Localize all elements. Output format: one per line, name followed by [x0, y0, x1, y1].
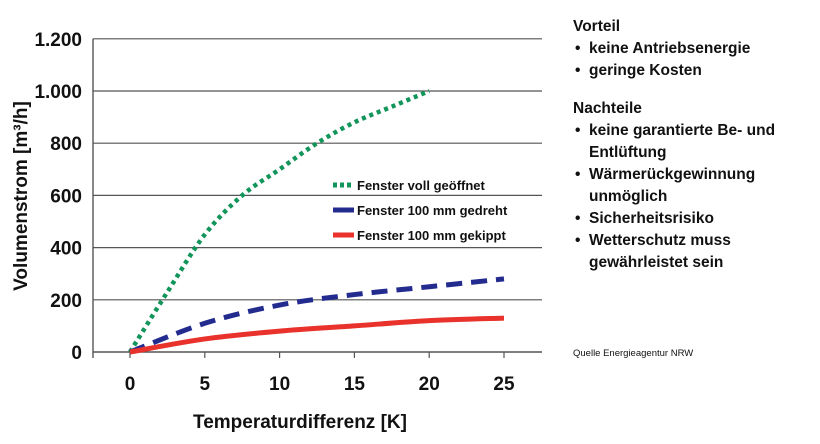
y-tick-label: 600 [50, 186, 82, 207]
y-tick-label: 800 [50, 134, 82, 155]
legend-label: Fenster 100 mm gekippt [357, 228, 506, 243]
list-item: Sicherheitsrisiko [573, 208, 818, 230]
x-tick-label: 20 [419, 374, 440, 395]
x-tick-label: 25 [493, 374, 515, 395]
x-axis-label: Temperaturdifferenz [K] [193, 412, 407, 433]
nachteile-list: keine garantierte Be- und Entlüftung Wär… [573, 120, 818, 274]
source-note: Quelle Energieagentur NRW [573, 348, 694, 359]
legend-label: Fenster 100 mm gedreht [357, 203, 508, 218]
y-tick-label: 1.000 [34, 82, 82, 103]
list-item: keine Antriebsenergie [573, 38, 818, 60]
list-item: geringe Kosten [573, 60, 818, 82]
y-axis-label: Volumenstrom [m³/h] [11, 101, 32, 291]
x-tick-label: 5 [200, 374, 211, 395]
list-item: keine garantierte Be- und Entlüftung [573, 120, 818, 164]
y-tick-label: 0 [71, 343, 82, 364]
series-line-0 [128, 88, 431, 354]
series-line-2 [129, 315, 505, 355]
series-line-1 [129, 276, 505, 355]
vorteile-list: keine Antriebsenergie geringe Kosten [573, 38, 818, 82]
y-tick-label: 1.200 [34, 30, 82, 51]
x-tick-label: 10 [269, 374, 290, 395]
vorteil-heading: Vorteil [573, 18, 621, 35]
x-tick-label: 15 [344, 374, 366, 395]
list-item: Wärmerückgewinnung unmöglich [573, 164, 818, 208]
y-tick-label: 200 [50, 291, 82, 312]
info-panel: Vorteil keine Antriebsenergie geringe Ko… [573, 16, 818, 290]
list-item: Wetterschutz muss gewährleistet sein [573, 230, 818, 274]
nachteile-heading: Nachteile [573, 100, 642, 117]
chart: 0 200 400 600 800 1.000 1.200 0 5 10 15 20 25 Tempera… [11, 30, 542, 433]
y-tick-label: 400 [50, 239, 82, 260]
legend-label: Fenster voll geöffnet [357, 178, 486, 193]
x-tick-label: 0 [125, 374, 136, 395]
